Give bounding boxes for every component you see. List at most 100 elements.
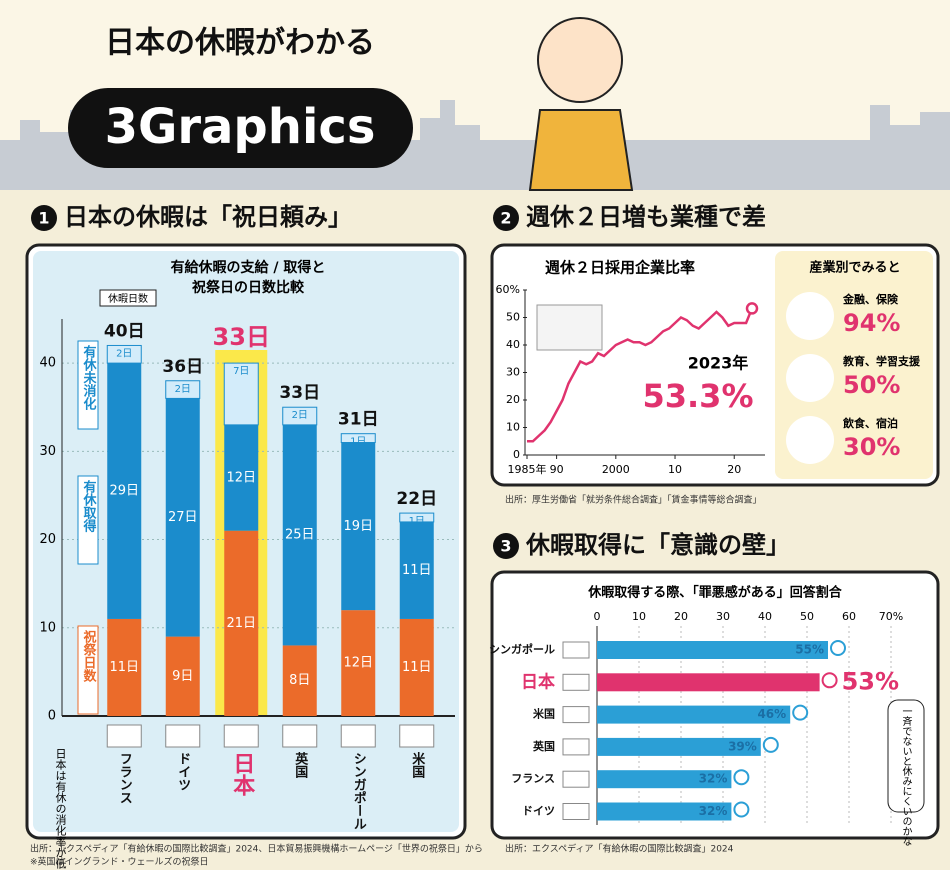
value-label: 19日 [343,519,373,534]
total-label: 33日 [279,383,320,403]
category-label: 米国 [409,751,425,779]
source: 出所：エクスペディア「有給休暇の国際比較調査」2024 [505,843,734,855]
section-badge [493,533,519,559]
chart-title: 有給休暇の支給 / 取得と [171,259,326,276]
person-icon [733,801,750,818]
source: 出所：厚生労働省「就労条件総合調査」「賃金事情等総合調査」 [505,494,762,506]
header-subtitle: 日本の休暇がわかる [105,26,375,61]
side-item-name: 教育、学習支援 [842,354,921,368]
y-tick-label: 10 [39,620,56,635]
side-item-value: 50% [843,371,900,399]
section-title: 休暇取得に「意識の壁」 [525,531,790,559]
person-icon [792,704,809,721]
bar-segment [106,344,142,364]
value-label: 7日 [233,366,249,377]
person-icon [821,672,838,689]
section-number: 2 [500,209,511,228]
bar-segment [282,424,317,646]
category-label: 日本 [229,752,255,796]
total-label: 40日 [104,321,145,341]
value-label: 9日 [172,669,193,684]
y-tick-label: 0 [48,709,56,724]
section-number: 3 [500,537,511,556]
bar-segment [341,442,376,611]
person-icon [762,736,779,753]
annotation-value: 53.3% [642,377,753,415]
annotation: 日本は有休の消化率が低い [54,748,67,870]
value-label: 46% [757,707,786,721]
value-label: 32% [699,804,728,818]
chart-title: 休暇取得する際、「罪悪感がある」回答割合 [587,585,843,601]
person-icon [733,769,750,786]
note: ※英国はイングランド・ウェールズの祝祭日 [30,856,209,868]
x-tick-label: 20 [674,610,688,623]
side-item-value: 30% [843,433,900,461]
bar-segment [399,512,435,523]
industry-icon [786,292,834,340]
section-badge [31,205,57,231]
y-tick-label: 50 [506,311,520,324]
value-label: 2日 [292,410,308,421]
x-tick-label: 40 [758,610,772,623]
category-label: 英国 [292,751,309,779]
value-label: 53% [842,667,899,695]
x-tick-label: 20 [727,463,741,476]
value-label: 29日 [109,484,139,499]
y-tick-label: 30 [506,366,520,379]
value-label: 8日 [289,673,310,688]
y-tick-label: 40 [39,356,56,371]
axis-label-box [99,289,157,307]
bar-segment [165,636,200,716]
value-label: 32% [699,772,728,786]
side-item-name: 飲食、宿泊 [842,416,898,430]
section-number: 1 [38,209,49,228]
category-label: シンガポール [489,642,555,656]
bar-segment [107,363,142,619]
value-label: 11日 [109,660,139,675]
side-item-name: 金融、保険 [842,292,899,306]
category-label: フランス [511,772,555,785]
bar-segment [223,362,259,426]
bar [597,737,761,756]
flag [562,641,590,659]
chart-title: 祝祭日の日数比較 [192,279,305,296]
person-icon [830,640,846,656]
character-head [537,17,623,103]
category-label: フランス [117,752,132,804]
value-label: 21日 [226,616,256,631]
total-label: 22日 [396,489,437,509]
y-tick-label: 10 [506,421,520,434]
flag [562,673,590,691]
bar [597,770,732,789]
bar [597,802,732,821]
value-label: 2日 [116,348,132,359]
flag [562,706,590,724]
legend-label: 有休未消化 [81,344,98,411]
bar-segment [224,424,259,531]
value-label: 2日 [175,384,191,395]
category-label: 英国 [532,739,555,753]
legend-box [77,475,99,565]
bar [597,641,828,659]
value-label: 1日 [350,437,366,448]
flag [106,724,142,748]
flag [165,724,201,748]
section-title: 日本の休暇は「祝日頼み」 [64,203,352,231]
title-pill [68,88,413,168]
bar-segment [399,618,434,716]
total-label: 36日 [162,357,203,377]
header-title: 3Graphics [105,99,376,155]
legend-box [77,625,99,715]
flag [399,724,435,748]
bar-segment [282,645,317,716]
x-tick-label: 0 [594,610,601,623]
bar-segment [165,380,201,399]
x-tick-label: 70% [879,610,903,623]
value-label: 39% [728,739,757,753]
axis-label: 休暇日数 [108,292,148,305]
industry-icon [786,416,834,464]
x-tick-label: 10 [668,463,682,476]
x-tick-label: 90 [550,463,564,476]
flag [562,770,590,788]
